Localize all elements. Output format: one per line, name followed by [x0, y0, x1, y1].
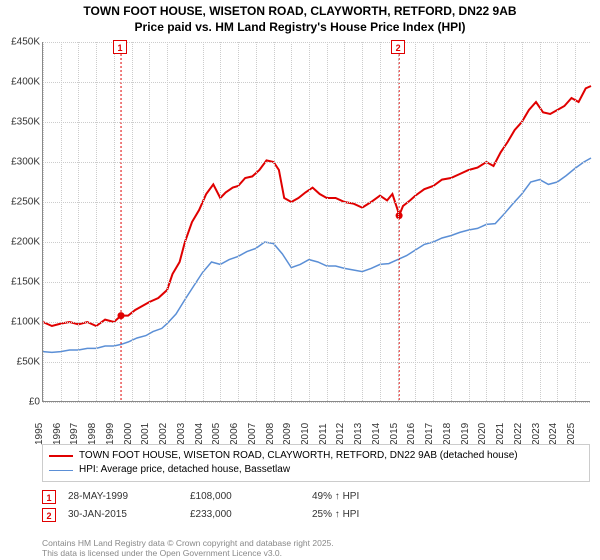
ytick-label: £50K	[0, 357, 40, 368]
gridline-v	[256, 42, 257, 401]
gridline-v	[486, 42, 487, 401]
footnote: Contains HM Land Registry data © Crown c…	[42, 538, 334, 558]
sale-marker-2-icon: 2	[42, 508, 56, 522]
footnote-line-1: Contains HM Land Registry data © Crown c…	[42, 538, 334, 548]
sale-hpi: 25% ↑ HPI	[312, 506, 442, 524]
gridline-v	[575, 42, 576, 401]
gridline-h	[43, 282, 590, 283]
ytick-label: £0	[0, 397, 40, 408]
gridline-v	[274, 42, 275, 401]
ytick-label: £450K	[0, 37, 40, 48]
gridline-h	[43, 82, 590, 83]
legend: TOWN FOOT HOUSE, WISETON ROAD, CLAYWORTH…	[42, 444, 590, 482]
gridline-h	[43, 362, 590, 363]
gridline-h	[43, 122, 590, 123]
sales-table: 1 28-MAY-1999 £108,000 49% ↑ HPI 2 30-JA…	[42, 488, 590, 524]
gridline-v	[362, 42, 363, 401]
ytick-label: £400K	[0, 77, 40, 88]
legend-swatch-hpi	[49, 470, 73, 471]
gridline-v	[203, 42, 204, 401]
gridline-v	[167, 42, 168, 401]
ytick-label: £300K	[0, 157, 40, 168]
gridline-v	[398, 42, 399, 401]
gridline-v	[132, 42, 133, 401]
sales-row: 2 30-JAN-2015 £233,000 25% ↑ HPI	[42, 506, 590, 524]
legend-swatch-property	[49, 455, 73, 457]
title-line-1: TOWN FOOT HOUSE, WISETON ROAD, CLAYWORTH…	[83, 4, 516, 18]
gridline-h	[43, 242, 590, 243]
gridline-v	[291, 42, 292, 401]
gridline-h	[43, 202, 590, 203]
gridline-v	[220, 42, 221, 401]
gridline-v	[540, 42, 541, 401]
chart-title: TOWN FOOT HOUSE, WISETON ROAD, CLAYWORTH…	[0, 4, 600, 35]
ytick-label: £100K	[0, 317, 40, 328]
sale-marker-box: 1	[113, 40, 127, 54]
gridline-v	[557, 42, 558, 401]
chart-container: TOWN FOOT HOUSE, WISETON ROAD, CLAYWORTH…	[0, 0, 600, 560]
gridline-v	[309, 42, 310, 401]
gridline-h	[43, 322, 590, 323]
ytick-label: £250K	[0, 197, 40, 208]
sales-row: 1 28-MAY-1999 £108,000 49% ↑ HPI	[42, 488, 590, 506]
legend-label-property: TOWN FOOT HOUSE, WISETON ROAD, CLAYWORTH…	[79, 449, 518, 463]
gridline-v	[344, 42, 345, 401]
sale-marker-1-icon: 1	[42, 490, 56, 504]
gridline-h	[43, 402, 590, 403]
sale-marker-dot	[118, 312, 125, 319]
gridline-v	[469, 42, 470, 401]
gridline-v	[451, 42, 452, 401]
plot-area	[42, 42, 590, 402]
gridline-v	[433, 42, 434, 401]
ytick-label: £200K	[0, 237, 40, 248]
gridline-v	[96, 42, 97, 401]
ytick-label: £150K	[0, 277, 40, 288]
sale-marker-dot	[396, 212, 403, 219]
gridline-v	[415, 42, 416, 401]
legend-label-hpi: HPI: Average price, detached house, Bass…	[79, 463, 290, 477]
sale-hpi: 49% ↑ HPI	[312, 488, 442, 506]
title-line-2: Price paid vs. HM Land Registry's House …	[135, 20, 466, 34]
gridline-v	[185, 42, 186, 401]
legend-row-hpi: HPI: Average price, detached house, Bass…	[49, 463, 583, 477]
gridline-v	[504, 42, 505, 401]
chart-svg	[43, 42, 590, 401]
gridline-v	[522, 42, 523, 401]
ytick-label: £350K	[0, 117, 40, 128]
gridline-v	[238, 42, 239, 401]
series-hpi	[43, 158, 591, 352]
footnote-line-2: This data is licensed under the Open Gov…	[42, 548, 282, 558]
sale-marker-box: 2	[391, 40, 405, 54]
gridline-h	[43, 162, 590, 163]
gridline-v	[380, 42, 381, 401]
sale-price: £233,000	[190, 506, 300, 524]
legend-row-property: TOWN FOOT HOUSE, WISETON ROAD, CLAYWORTH…	[49, 449, 583, 463]
sale-date: 30-JAN-2015	[68, 506, 178, 524]
gridline-v	[43, 42, 44, 401]
gridline-v	[61, 42, 62, 401]
gridline-v	[327, 42, 328, 401]
sale-price: £108,000	[190, 488, 300, 506]
gridline-v	[78, 42, 79, 401]
gridline-v	[114, 42, 115, 401]
sale-date: 28-MAY-1999	[68, 488, 178, 506]
gridline-v	[149, 42, 150, 401]
